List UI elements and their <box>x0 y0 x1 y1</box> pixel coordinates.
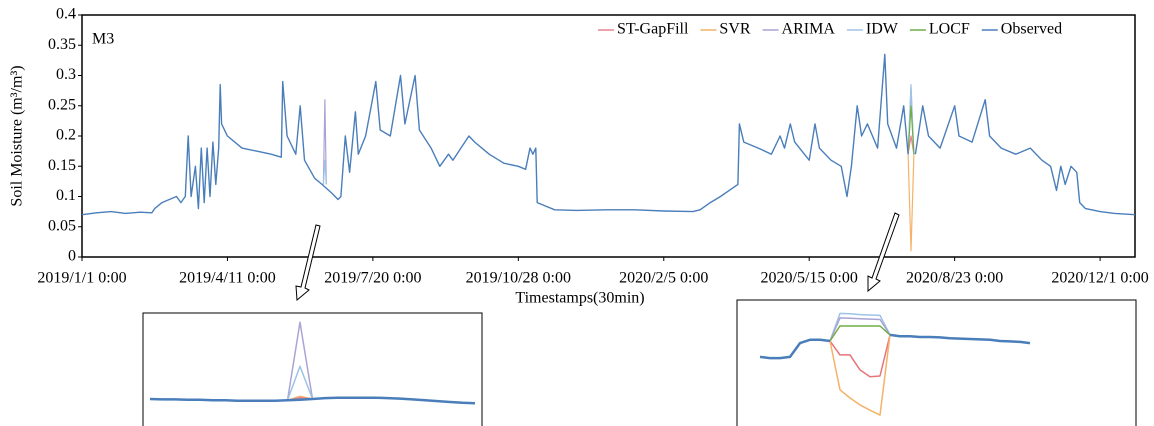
legend-label: SVR <box>719 21 750 38</box>
series-line <box>322 87 915 185</box>
series-line <box>286 365 314 401</box>
inset-frame <box>142 312 483 426</box>
y-tick-label: 0.3 <box>56 66 76 83</box>
series-line <box>829 334 891 378</box>
inset-frame <box>736 299 1137 426</box>
x-tick-label: 2020/12/1 0:00 <box>1051 270 1148 287</box>
y-tick-label: 0.1 <box>56 187 76 204</box>
y-tick-label: 0 <box>68 248 76 265</box>
series-line <box>829 312 891 342</box>
legend-label: Observed <box>1001 21 1062 38</box>
series-line <box>759 333 1031 360</box>
x-tick-label: 2019/4/11 0:00 <box>179 270 276 287</box>
legend-label: ARIMA <box>782 21 836 38</box>
x-tick-label: 2019/7/20 0:00 <box>324 270 421 287</box>
series-line <box>81 53 1136 216</box>
y-tick-label: 0.15 <box>48 157 76 174</box>
panel-label: M3 <box>92 31 114 48</box>
y-axis-label: Soil Moisture (m³/m³) <box>9 65 26 206</box>
x-tick-label: 2020/2/5 0:00 <box>619 270 708 287</box>
series-line <box>907 154 915 252</box>
y-tick-label: 0.35 <box>48 36 76 53</box>
x-tick-label: 2020/8/23 0:00 <box>906 270 1003 287</box>
legend-label: IDW <box>866 21 899 38</box>
legend-label: ST-GapFill <box>617 21 689 38</box>
y-tick-label: 0.4 <box>56 6 76 23</box>
series-line <box>829 325 891 342</box>
series-line <box>829 334 891 416</box>
series-line <box>149 396 476 405</box>
series-line <box>907 135 915 155</box>
series-line <box>907 105 915 155</box>
y-tick-label: 0.2 <box>56 127 76 144</box>
x-tick-label: 2020/5/15 0:00 <box>761 270 858 287</box>
x-axis-label: Timestamps(30min) <box>515 290 644 307</box>
y-tick-label: 0.25 <box>48 96 76 113</box>
zoom-arrow <box>867 212 900 293</box>
x-tick-label: 2019/1/1 0:00 <box>37 270 126 287</box>
series-line <box>286 321 314 401</box>
x-tick-label: 2019/10/28 0:00 <box>466 270 571 287</box>
series-line <box>322 84 915 185</box>
y-tick-label: 0.05 <box>48 217 76 234</box>
legend-label: LOCF <box>929 21 970 38</box>
zoom-arrow <box>295 224 321 302</box>
series-line <box>829 317 891 342</box>
plot-frame <box>81 14 1136 258</box>
